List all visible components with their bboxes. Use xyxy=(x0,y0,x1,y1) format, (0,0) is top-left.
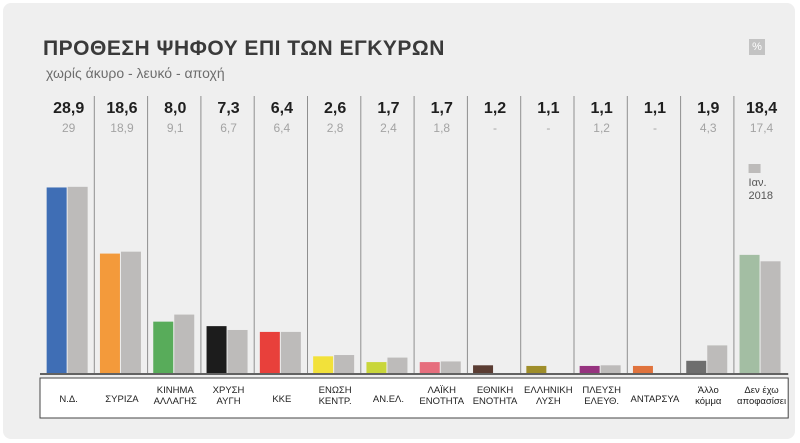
category-label: ΑΛΛΑΓΗΣ xyxy=(154,396,197,407)
value-label-current: 2,6 xyxy=(324,100,346,117)
category-label: κόμμα xyxy=(695,396,722,407)
bar-current xyxy=(473,365,494,373)
category-label: ΚΙΝΗΜΑ xyxy=(157,385,195,396)
category-label: ΕΘΝΙΚΗ xyxy=(477,385,514,396)
category-label: ΕΝΟΤΗΤΑ xyxy=(419,396,464,407)
category-label: Ν.Δ. xyxy=(59,394,78,405)
category-label: ΕΛΛΗΝΙΚΗ xyxy=(524,385,573,396)
category-label: ΑΝΤΑΡΣΥΑ xyxy=(631,394,680,405)
bar-current xyxy=(739,254,760,373)
category-label: ΕΝΩΣΗ xyxy=(319,385,352,396)
value-label-previous: 2,4 xyxy=(380,121,397,135)
bar-previous xyxy=(280,331,301,373)
bar-previous xyxy=(227,329,248,373)
value-label-current: 1,1 xyxy=(644,100,666,117)
value-label-previous: 2,8 xyxy=(327,121,344,135)
category-label: ΑΝ.ΕΛ. xyxy=(373,394,404,405)
value-label-previous: 4,3 xyxy=(700,121,717,135)
bar-current xyxy=(366,362,387,373)
bar-previous xyxy=(387,357,408,373)
legend-label: 2018 xyxy=(749,190,773,202)
bar-current xyxy=(206,326,227,373)
category-label: ΕΝΟΤΗΤΑ xyxy=(473,396,518,407)
legend-label: Ιαν. xyxy=(749,177,767,189)
unit-badge: % xyxy=(749,39,765,55)
value-label-current: 1,7 xyxy=(431,100,453,117)
category-label: ΚΕΝΤΡ. xyxy=(319,396,352,407)
value-label-previous: - xyxy=(546,121,550,135)
value-label-previous: 29 xyxy=(62,121,76,135)
value-label-current: 28,9 xyxy=(53,100,84,117)
bar-previous xyxy=(120,251,141,373)
bar-previous xyxy=(67,186,88,373)
value-label-current: 1,9 xyxy=(697,100,719,117)
value-label-previous: 1,2 xyxy=(593,121,610,135)
bar-current xyxy=(99,253,120,373)
category-label-box xyxy=(39,377,789,419)
category-label: ΧΡΥΣΗ xyxy=(213,385,245,396)
value-label-previous: 17,4 xyxy=(750,121,774,135)
category-label: αποφασίσει xyxy=(737,396,786,407)
bar-previous xyxy=(440,361,461,373)
value-label-current: 18,4 xyxy=(746,100,777,117)
value-label-previous: 6,4 xyxy=(274,121,291,135)
bar-previous xyxy=(760,261,781,373)
value-label-previous: 6,7 xyxy=(220,121,237,135)
category-label: Δεν έχω xyxy=(744,385,779,396)
category-label: ΛΥΣΗ xyxy=(536,396,561,407)
bar-current xyxy=(259,331,280,373)
value-label-current: 1,1 xyxy=(591,100,613,117)
category-label: ΕΛΕΥΘ. xyxy=(584,396,619,407)
value-label-current: 1,1 xyxy=(537,100,559,117)
bar-current xyxy=(419,362,440,373)
bar-current xyxy=(313,356,334,373)
bar-previous xyxy=(334,355,355,373)
value-label-previous: - xyxy=(493,121,497,135)
category-label: ΣΥΡΙΖΑ xyxy=(105,394,139,405)
value-label-previous: 1,8 xyxy=(433,121,450,135)
bar-current xyxy=(153,321,174,373)
value-label-current: 1,7 xyxy=(377,100,399,117)
bar-current xyxy=(686,360,707,373)
value-label-current: 7,3 xyxy=(217,100,239,117)
category-label: ΛΑΪΚΗ xyxy=(427,385,456,396)
category-label: ΑΥΓΗ xyxy=(217,396,241,407)
category-label: Άλλο xyxy=(698,385,719,396)
value-label-previous: 9,1 xyxy=(167,121,184,135)
value-label-current: 18,6 xyxy=(106,100,137,117)
value-label-current: 6,4 xyxy=(271,100,293,117)
category-label: ΚΚΕ xyxy=(272,394,291,405)
bar-previous xyxy=(707,345,728,373)
bar-current xyxy=(632,365,653,373)
chart-subtitle: χωρίς άκυρο - λευκό - αποχή xyxy=(46,65,225,81)
value-label-previous: 18,9 xyxy=(110,121,134,135)
value-label-current: 8,0 xyxy=(164,100,186,117)
value-label-current: 1,2 xyxy=(484,100,506,117)
legend-swatch xyxy=(748,164,761,173)
chart-title: ΠΡΟΘΕΣΗ ΨΗΦΟΥ ΕΠΙ ΤΩΝ ΕΓΚΥΡΩΝ xyxy=(43,37,445,60)
bar-current xyxy=(526,365,547,373)
value-label-previous: - xyxy=(653,121,657,135)
bar-current xyxy=(579,365,600,373)
bar-current xyxy=(46,187,67,373)
bar-previous xyxy=(600,365,621,373)
bar-previous xyxy=(174,314,195,373)
category-label: ΠΛΕΥΣΗ xyxy=(582,385,621,396)
